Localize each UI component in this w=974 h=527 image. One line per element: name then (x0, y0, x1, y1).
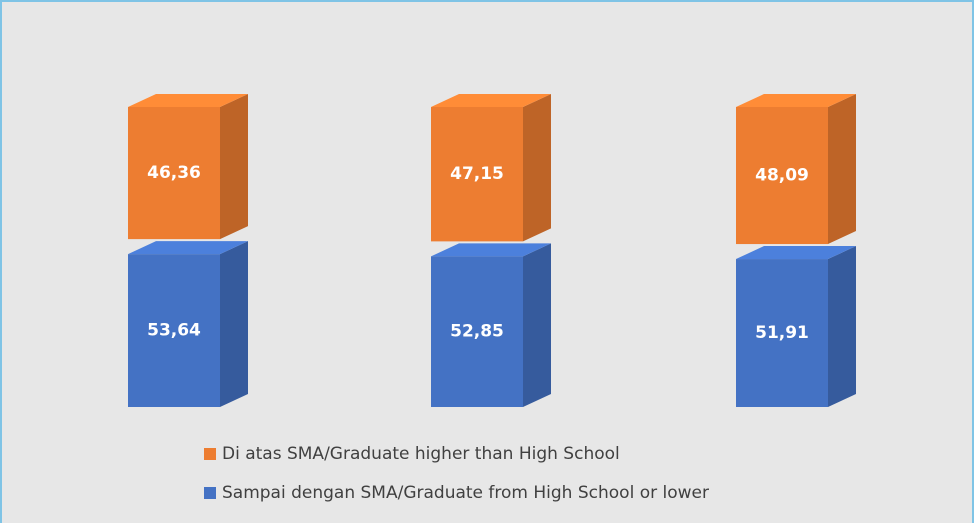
bar (431, 107, 523, 242)
bar (736, 259, 828, 407)
value-label: 51,91 (755, 323, 809, 343)
value-label: 52,85 (450, 322, 504, 342)
bar (431, 256, 523, 407)
bar-top (128, 241, 248, 255)
bar-top (431, 243, 551, 257)
bar-top (128, 94, 248, 107)
bar-top (431, 94, 551, 107)
bar-side (523, 94, 551, 242)
bar (128, 254, 220, 407)
bar (128, 107, 220, 240)
legend-label: Sampai dengan SMA/Graduate from High Sch… (222, 483, 709, 503)
value-label: 46,36 (147, 163, 201, 183)
bar-side (828, 246, 856, 407)
bar-side (828, 94, 856, 245)
bar-top (736, 246, 856, 260)
value-label: 47,15 (450, 164, 504, 184)
bar-side (220, 94, 248, 240)
legend-swatch (204, 487, 216, 499)
bar (736, 107, 828, 245)
bar-side (523, 243, 551, 407)
value-label: 53,64 (147, 321, 201, 341)
value-label: 48,09 (755, 166, 809, 186)
bar-top (736, 94, 856, 107)
legend-swatch (204, 448, 216, 460)
legend-label: Di atas SMA/Graduate higher than High Sc… (222, 444, 620, 464)
bar-side (220, 241, 248, 407)
